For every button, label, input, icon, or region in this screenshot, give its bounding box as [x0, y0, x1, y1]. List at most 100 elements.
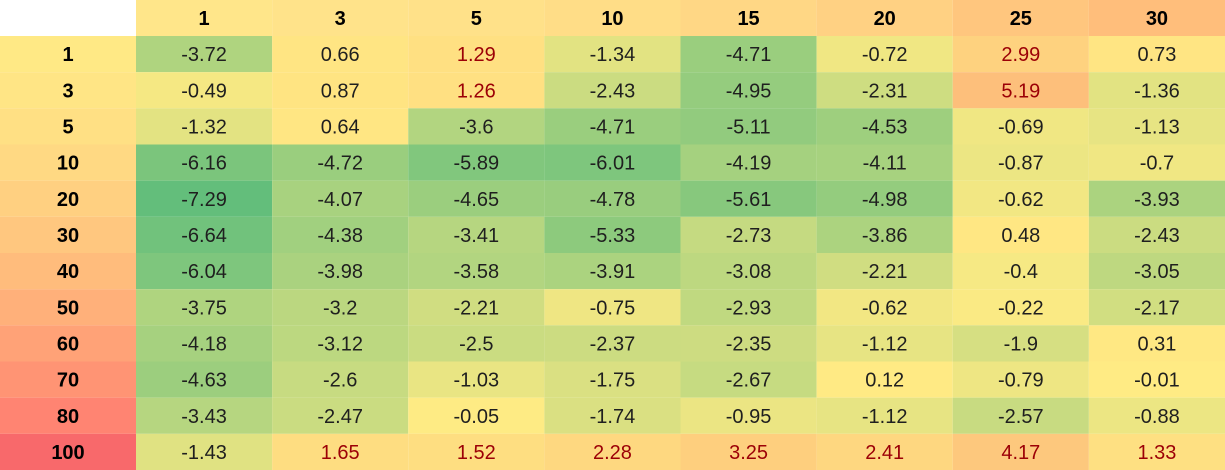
- heatmap-cell: [680, 72, 817, 109]
- row-header-label: 80: [57, 406, 79, 428]
- cell-value-label: -7.29: [181, 189, 227, 211]
- cell-value-label: -5.11: [727, 116, 771, 138]
- cell-value-label: 3.25: [729, 442, 768, 464]
- heatmap-cell: [408, 36, 545, 73]
- heatmap-cell: [272, 72, 409, 109]
- cell-value-label: -0.75: [590, 297, 636, 319]
- row-header-label: 100: [51, 442, 84, 464]
- heatmap-cell: [680, 36, 817, 73]
- heatmap-cell: [1088, 289, 1225, 326]
- cell-value-label: -1.43: [181, 442, 227, 464]
- row-header-label: 1: [62, 44, 73, 66]
- column-header-label: 10: [601, 8, 623, 30]
- heatmap-cell: [952, 72, 1089, 109]
- cell-value-label: -3.86: [862, 225, 908, 247]
- heatmap-cell: [1088, 216, 1225, 253]
- heatmap-cell: [1088, 108, 1225, 145]
- row-header-label: 10: [57, 153, 79, 175]
- cell-value-label: -1.9: [1004, 333, 1038, 355]
- heatmap-cell: [952, 289, 1089, 326]
- cell-value-label: -1.12: [862, 406, 908, 428]
- column-header-cell: [272, 0, 409, 36]
- heatmap-cell: [952, 433, 1089, 470]
- cell-value-label: 1.26: [457, 80, 496, 102]
- cell-value-label: 1.29: [457, 44, 496, 66]
- cell-value-label: 4.17: [1001, 442, 1040, 464]
- column-header-label: 1: [199, 8, 210, 30]
- cell-value-label: -4.95: [726, 80, 772, 102]
- heatmap-cell: [408, 253, 545, 290]
- heatmap-cell: [952, 361, 1089, 398]
- cell-value-label: -3.58: [454, 261, 500, 283]
- cell-value-label: -3.75: [181, 297, 227, 319]
- heatmap-cell: [816, 72, 953, 109]
- row-header-cell: [0, 253, 136, 290]
- heatmap-cell: [272, 108, 409, 145]
- cell-value-label: -2.73: [726, 225, 772, 247]
- heatmap-cell: [816, 216, 953, 253]
- heatmap-cell: [544, 397, 681, 434]
- heatmap-cell: [680, 253, 817, 290]
- heatmap-cell: [408, 433, 545, 470]
- column-header-cell: [816, 0, 953, 36]
- heatmap-cell: [680, 397, 817, 434]
- heatmap-cell: [544, 180, 681, 217]
- column-header-label: 30: [1146, 8, 1168, 30]
- heatmap-cell: [1088, 253, 1225, 290]
- cell-value-label: -2.43: [590, 80, 636, 102]
- row-header-cell: [0, 433, 136, 470]
- cell-value-label: -3.08: [726, 261, 772, 283]
- heatmap-cell: [136, 36, 273, 73]
- row-header-cell: [0, 72, 136, 109]
- cell-value-label: -1.34: [590, 44, 636, 66]
- cell-value-label: -3.93: [1134, 189, 1180, 211]
- row-header-label: 70: [57, 370, 79, 392]
- cell-value-label: -0.01: [1134, 370, 1180, 392]
- cell-value-label: -0.79: [998, 370, 1044, 392]
- heatmap-cell: [408, 325, 545, 362]
- heatmap-cell: [816, 289, 953, 326]
- row-header-label: 3: [62, 80, 73, 102]
- heatmap-cell: [408, 397, 545, 434]
- heatmap-cell: [1088, 72, 1225, 109]
- cell-value-label: -2.35: [726, 333, 772, 355]
- heatmap-cell: [816, 253, 953, 290]
- row-header-label: 50: [57, 297, 79, 319]
- cell-value-label: -5.61: [726, 189, 772, 211]
- heatmap-cell: [544, 144, 681, 181]
- row-header-label: 20: [57, 189, 79, 211]
- heatmap-cell: [816, 397, 953, 434]
- cell-value-label: -3.12: [317, 333, 363, 355]
- cell-value-label: -1.74: [590, 406, 636, 428]
- column-header-cell: [544, 0, 681, 36]
- cell-value-label: -5.89: [454, 153, 500, 175]
- row-header-cell: [0, 361, 136, 398]
- heatmap-cell: [408, 289, 545, 326]
- heatmap-cell: [544, 433, 681, 470]
- heatmap-cell: [272, 433, 409, 470]
- row-header-label: 60: [57, 333, 79, 355]
- heatmap-cell: [272, 361, 409, 398]
- cell-value-label: -0.88: [1134, 406, 1180, 428]
- column-header-cell: [136, 0, 273, 36]
- cell-value-label: -4.63: [181, 370, 227, 392]
- heatmap-cell: [1088, 36, 1225, 73]
- heatmap-cell: [272, 397, 409, 434]
- heatmap-cell: [136, 253, 273, 290]
- cell-value-label: -1.75: [590, 370, 636, 392]
- heatmap-cell: [136, 325, 273, 362]
- cell-value-label: 0.48: [1001, 225, 1040, 247]
- cell-value-label: -4.71: [726, 44, 772, 66]
- corner-cell: [0, 0, 136, 36]
- cell-value-label: -3.43: [181, 406, 227, 428]
- heatmap-cell: [272, 180, 409, 217]
- cell-value-label: -2.21: [454, 297, 500, 319]
- row-header-cell: [0, 325, 136, 362]
- heatmap-cell: [952, 253, 1089, 290]
- cell-value-label: 2.41: [865, 442, 904, 464]
- heatmap-cell: [1088, 180, 1225, 217]
- cell-value-label: -0.72: [862, 44, 908, 66]
- cell-value-label: 1.65: [321, 442, 360, 464]
- heatmap-cell: [544, 36, 681, 73]
